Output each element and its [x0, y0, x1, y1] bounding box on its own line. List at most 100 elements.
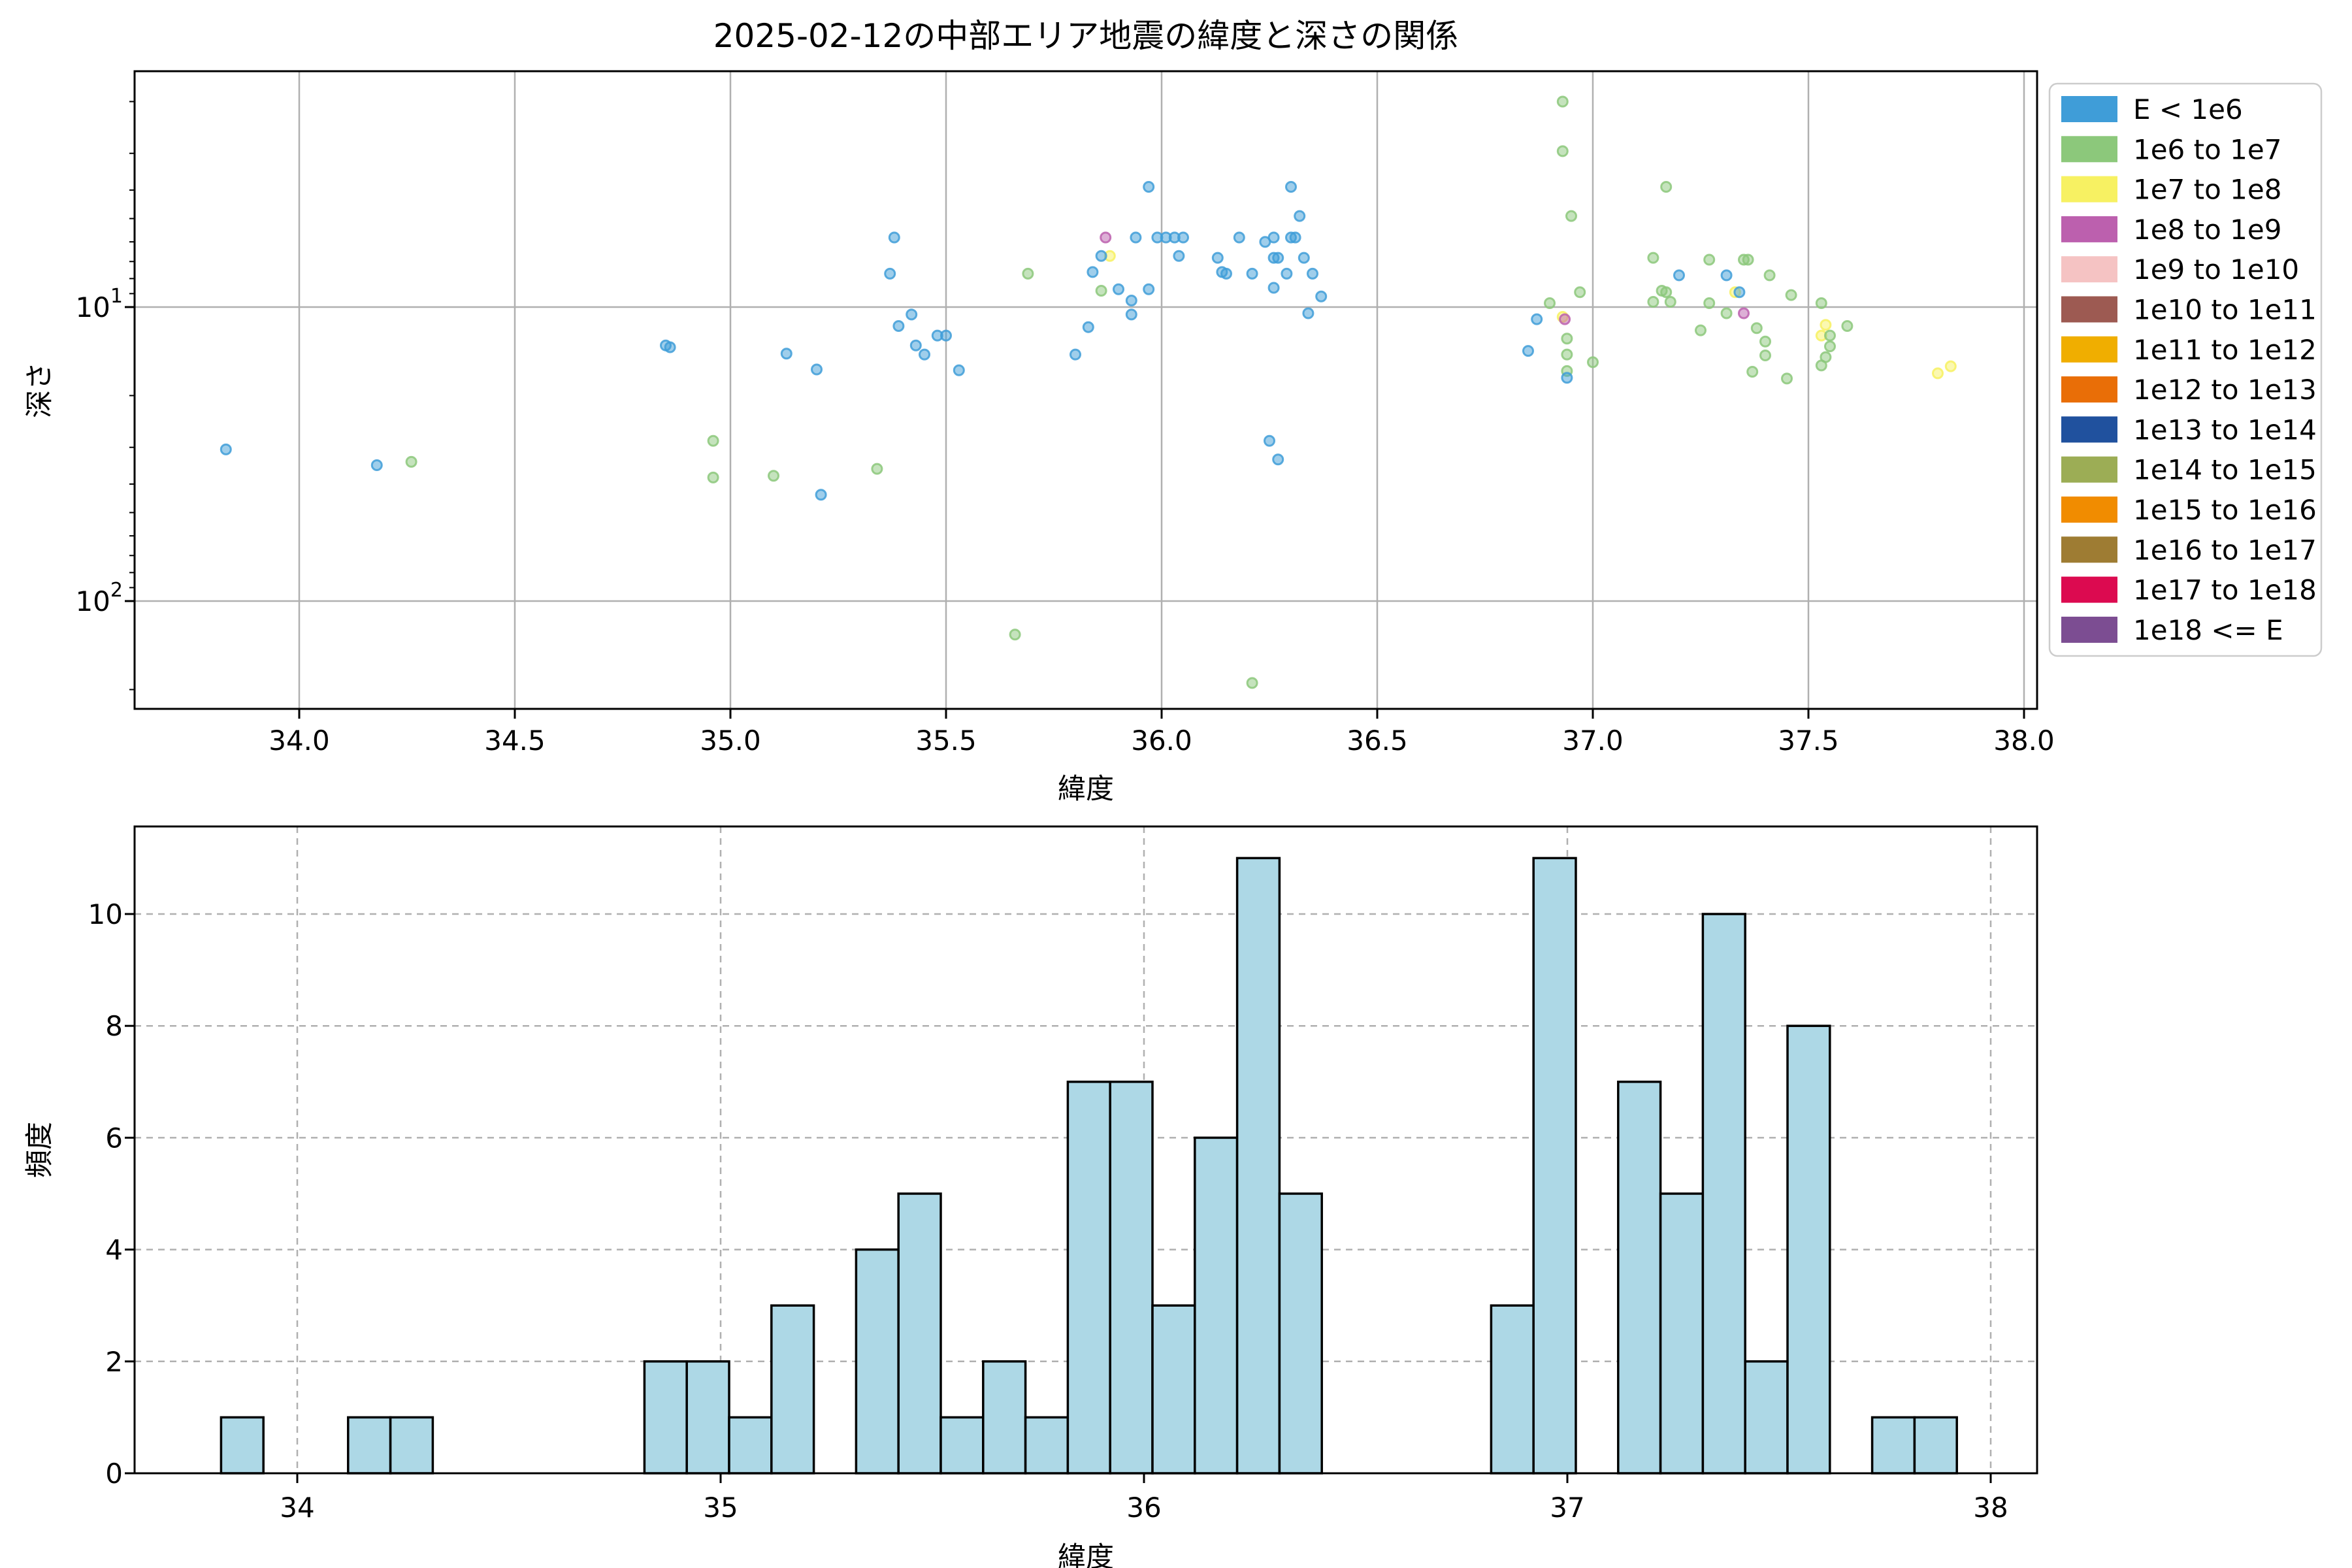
histogram-bar — [1617, 1081, 1662, 1475]
histogram-bar — [1913, 1416, 1958, 1475]
scatter-point — [1298, 252, 1310, 264]
legend-swatch — [2061, 96, 2117, 122]
scatter-point — [1660, 286, 1673, 299]
scatter-point — [1763, 269, 1776, 282]
histogram-bar — [1490, 1304, 1535, 1475]
legend-swatch — [2061, 336, 2117, 363]
histogram-ytick-label: 4 — [105, 1234, 123, 1266]
histogram-bar — [643, 1360, 688, 1475]
scatter-xtick-label: 34.0 — [269, 725, 330, 757]
scatter-point — [370, 459, 383, 471]
scatter-point — [1703, 297, 1716, 309]
scatter-point — [1647, 252, 1659, 264]
scatter-point — [1267, 282, 1280, 294]
scatter-xtick-label: 34.5 — [484, 725, 546, 757]
scatter-point — [1070, 348, 1081, 361]
scatter-gridlines — [135, 71, 2037, 709]
legend-swatch — [2061, 456, 2117, 483]
legend-label: 1e15 to 1e16 — [2133, 494, 2317, 526]
legend-label: 1e11 to 1e12 — [2133, 334, 2317, 366]
histogram-bar — [1235, 857, 1281, 1475]
scatter-xtick-label: 37.5 — [1778, 725, 1839, 757]
histogram-xtick-label: 38 — [1973, 1492, 2008, 1524]
histogram-bar — [1532, 857, 1577, 1475]
scatter-point — [1664, 296, 1676, 308]
histogram-ytick-label: 6 — [105, 1122, 123, 1154]
legend-swatch — [2061, 616, 2117, 643]
scatter-point — [1932, 367, 1944, 380]
histogram-xtick-label: 35 — [703, 1492, 738, 1524]
histogram-xtick-label: 34 — [280, 1492, 314, 1524]
histogram-bar — [1870, 1416, 1916, 1475]
scatter-point — [1264, 434, 1275, 447]
scatter-point — [1125, 295, 1137, 306]
histogram-bar — [939, 1416, 985, 1475]
scatter-point — [1841, 320, 1854, 332]
legend-swatch — [2061, 497, 2117, 523]
legend-label: 1e8 to 1e9 — [2133, 214, 2281, 246]
scatter-point — [940, 329, 952, 342]
scatter-point — [909, 339, 922, 351]
scatter-point — [1759, 350, 1771, 361]
scatter-point — [1086, 266, 1099, 278]
scatter-point — [1246, 677, 1258, 689]
scatter-xaxis-label: 緯度 — [1058, 773, 1114, 806]
scatter-point — [707, 471, 719, 483]
scatter-point — [1944, 360, 1957, 372]
scatter-point — [1009, 629, 1021, 641]
scatter-point — [1289, 231, 1301, 244]
histogram-bar — [685, 1360, 730, 1475]
scatter-point — [1561, 333, 1573, 345]
scatter-point — [780, 348, 792, 360]
histogram-xtick-label: 37 — [1550, 1492, 1584, 1524]
scatter-point — [1733, 286, 1746, 299]
legend-label: 1e10 to 1e11 — [2133, 294, 2317, 326]
scatter-xtick-label: 35.5 — [915, 725, 977, 757]
histogram-bar — [1659, 1192, 1705, 1475]
scatter-point — [1561, 372, 1573, 384]
legend: E < 1e6 1e6 to 1e7 1e7 to 1e8 1e8 to 1e9 1e9… — [2048, 82, 2323, 657]
scatter-point — [1522, 345, 1534, 357]
histogram-ytick-label: 10 — [88, 898, 123, 930]
scatter-point — [1660, 181, 1673, 193]
histogram-bars-layer — [220, 857, 1958, 1475]
scatter-xtick-label: 35.0 — [700, 725, 761, 757]
scatter-point — [1272, 453, 1284, 466]
scatter-point — [1143, 283, 1155, 295]
legend-label: 1e18 <= E — [2133, 614, 2283, 646]
histogram-bar — [389, 1416, 434, 1475]
scatter-xtick-label: 36.0 — [1131, 725, 1192, 757]
legend-label: 1e14 to 1e15 — [2133, 454, 2317, 486]
scatter-point — [1781, 372, 1793, 385]
scatter-point — [1720, 269, 1733, 282]
histogram-bar — [1744, 1360, 1789, 1475]
scatter-point — [1259, 236, 1271, 248]
histogram-bar — [1194, 1136, 1239, 1475]
scatter-point — [1561, 348, 1573, 361]
histogram-ytick-label: 0 — [105, 1458, 123, 1490]
scatter-point — [1647, 296, 1659, 308]
histogram-bar — [347, 1416, 392, 1475]
scatter-point — [1302, 307, 1315, 319]
scatter-ytick-label: 102 — [75, 579, 123, 617]
histogram-bar — [1151, 1304, 1196, 1475]
histogram-bar — [855, 1248, 900, 1475]
scatter-point — [1815, 359, 1827, 372]
legend-label: 1e13 to 1e14 — [2133, 414, 2317, 446]
scatter-point — [1673, 269, 1685, 282]
scatter-point — [1559, 313, 1571, 325]
figure-title: 2025-02-12の中部エリア地震の緯度と深さの関係 — [713, 17, 1459, 55]
scatter-point — [1824, 329, 1836, 342]
scatter-point — [1173, 250, 1185, 262]
scatter-point — [953, 364, 965, 376]
scatter-frame — [133, 70, 2038, 710]
scatter-point — [1824, 340, 1836, 353]
scatter-point — [1587, 356, 1599, 368]
legend-swatch — [2061, 176, 2117, 203]
scatter-point — [1695, 324, 1707, 336]
scatter-point — [768, 470, 779, 482]
scatter-point — [811, 363, 823, 376]
histogram-bar — [897, 1192, 942, 1475]
